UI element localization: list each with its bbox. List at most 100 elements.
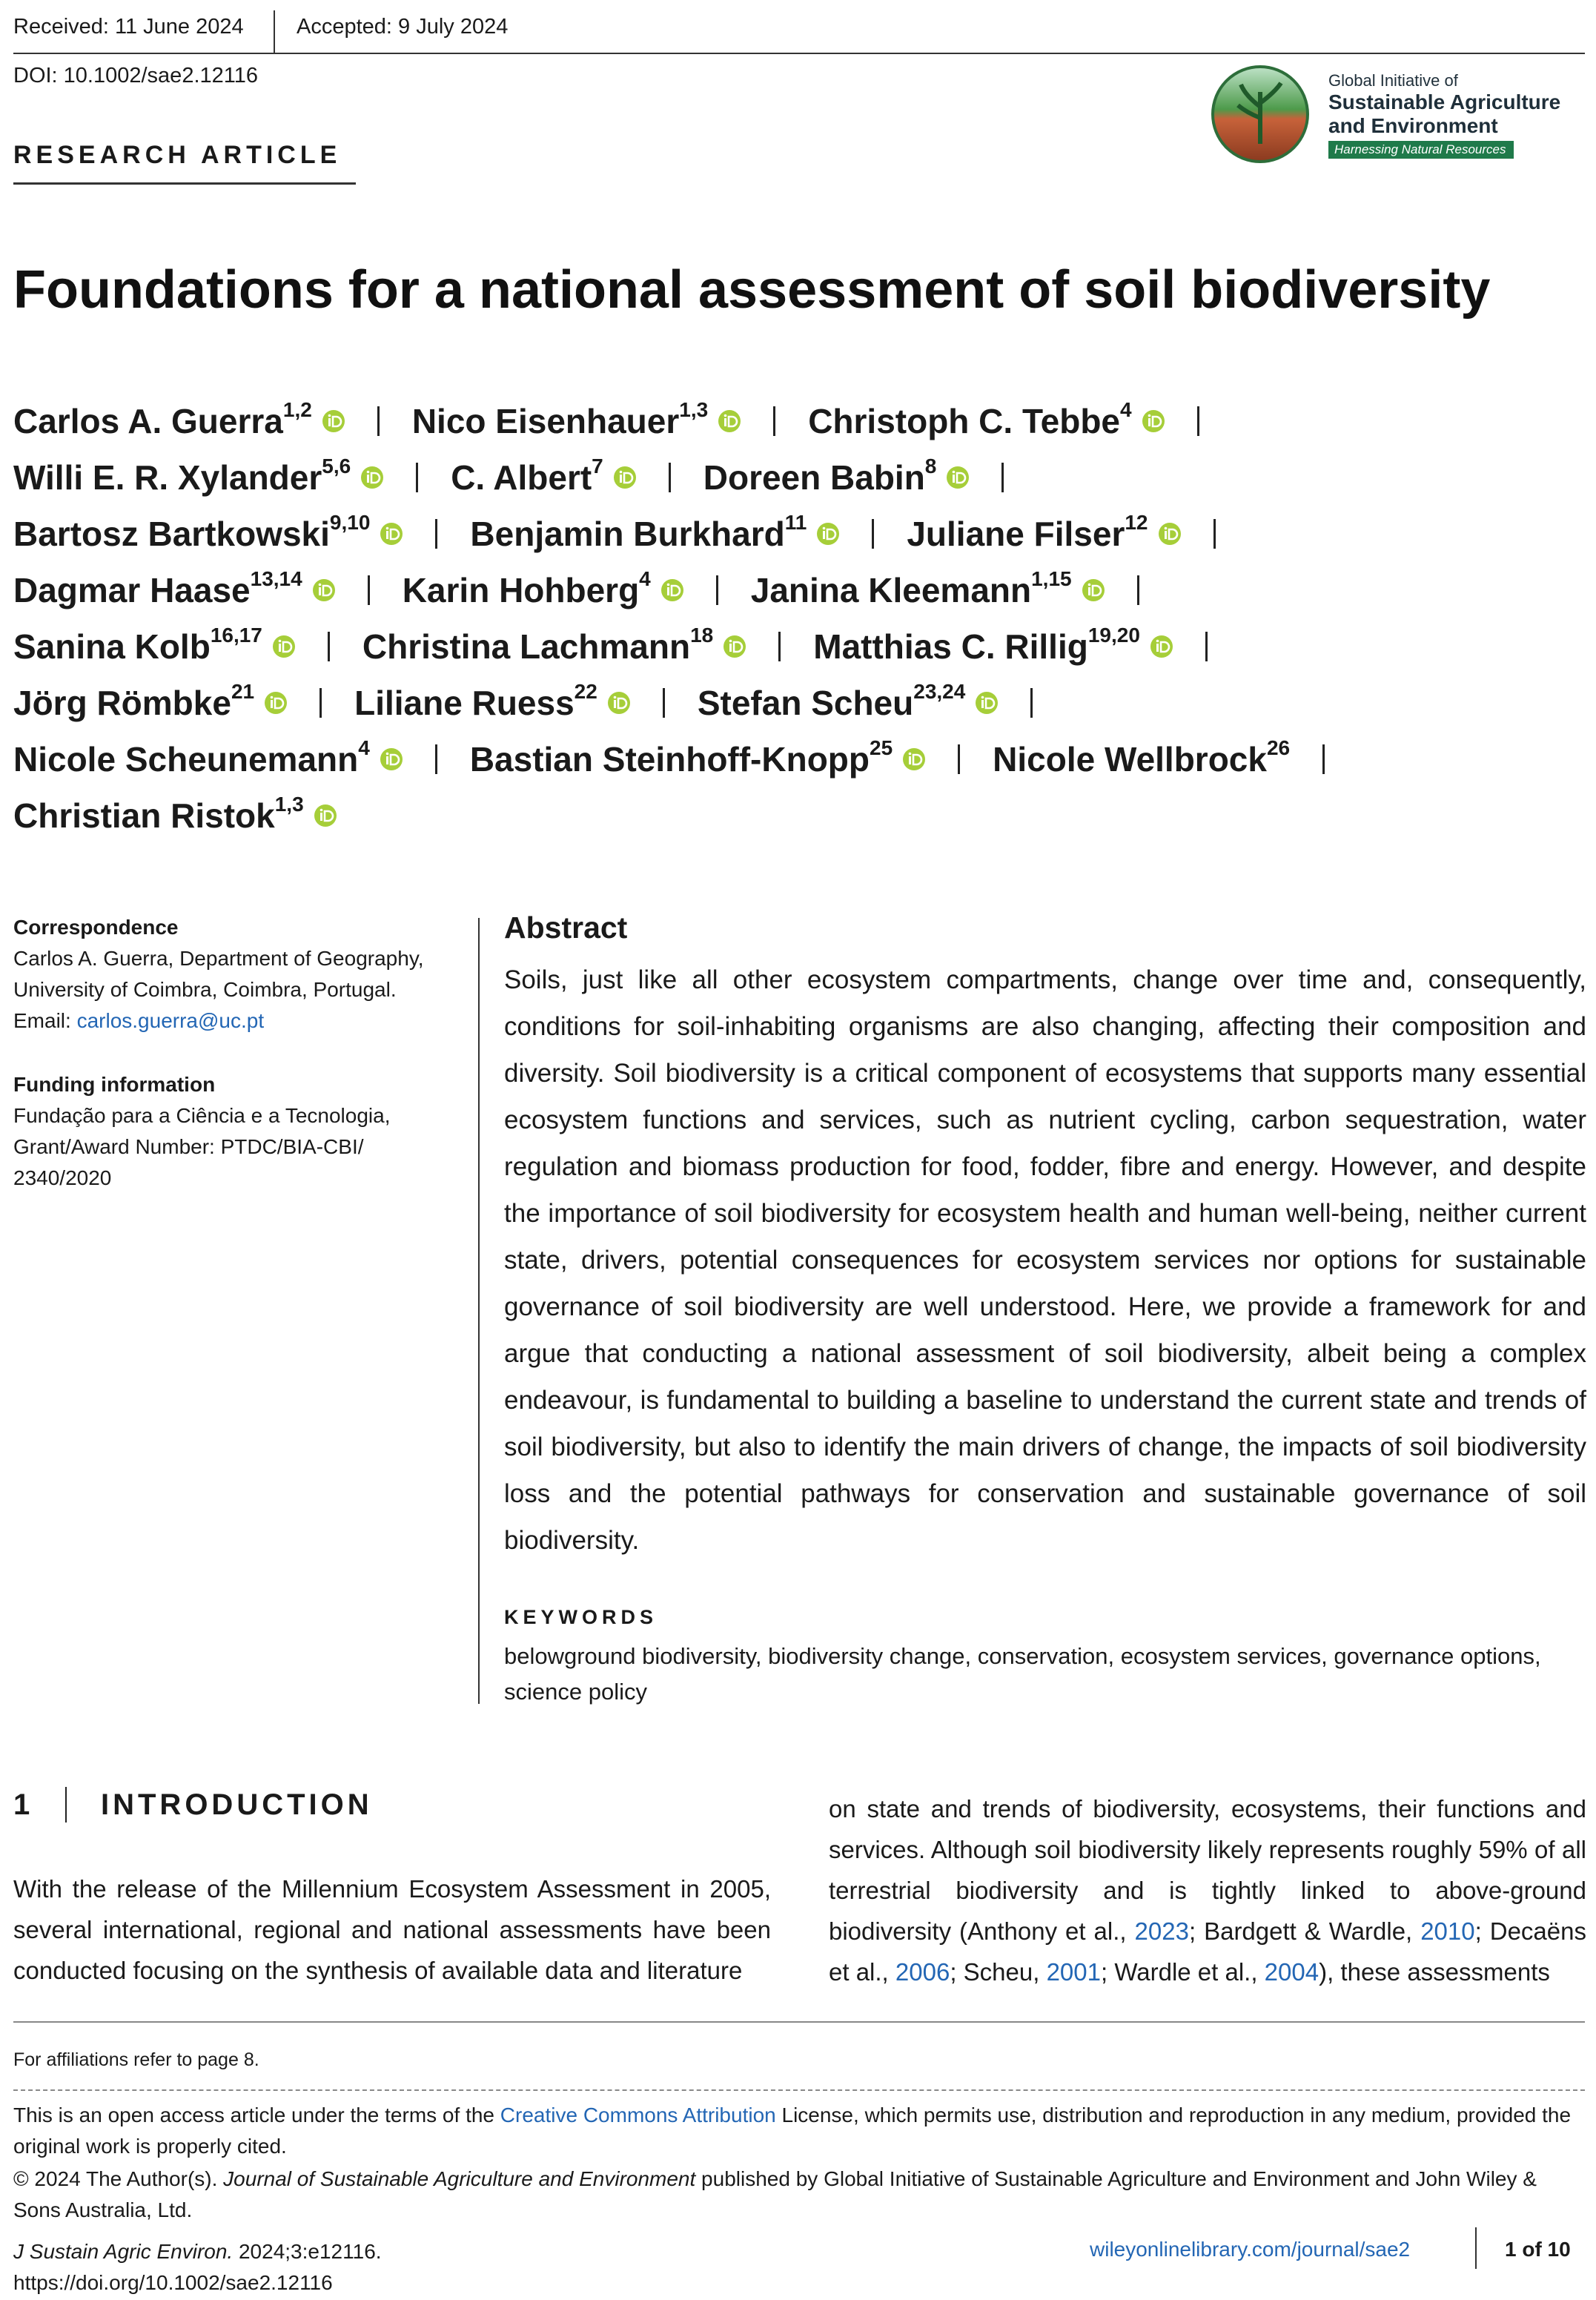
link[interactable]: 2004 [1264, 1958, 1319, 1986]
doi: DOI: 10.1002/sae2.12116 [13, 64, 258, 87]
author: Juliane Filser12 [907, 511, 1148, 554]
author-name: Matthias C. Rillig [813, 627, 1088, 666]
author: Sanina Kolb16,17 [13, 624, 262, 667]
author: Dagmar Haase13,14 [13, 566, 302, 610]
author: Carlos A. Guerra1,2 [13, 398, 312, 441]
orcid-icon[interactable] [380, 523, 403, 545]
affiliation: 7 [592, 454, 603, 477]
logo-line: Global Initiative of [1328, 71, 1458, 90]
email[interactable]: carlos.guerra@uc.pt [76, 1009, 265, 1032]
affiliation: 5,6 [322, 454, 351, 477]
separator [377, 406, 380, 436]
divider [65, 1787, 67, 1823]
link[interactable]: 2006 [895, 1958, 950, 1986]
separator [435, 519, 438, 549]
separator [715, 575, 718, 605]
affiliation: 13,14 [250, 566, 302, 590]
keywords-heading: KEYWORDS [504, 1606, 658, 1628]
separator [1030, 688, 1033, 718]
author-name: Christian Ristok [13, 796, 275, 835]
author: Stefan Scheu23,24 [697, 679, 966, 723]
orcid-icon[interactable] [817, 523, 840, 545]
orcid-icon[interactable] [607, 692, 630, 714]
rule [13, 182, 356, 185]
orcid-icon[interactable] [903, 748, 926, 770]
orcid-icon[interactable] [1142, 410, 1165, 432]
author-list: Carlos A. Guerra1,2 Nico Eisenhauer1,3 Chr… [13, 393, 1585, 844]
citation: J Sustain Agric Environ. 2024;3:e12116. … [13, 2236, 382, 2299]
link[interactable]: Creative Commons Attribution [500, 2104, 776, 2126]
orcid-icon[interactable] [272, 635, 295, 658]
text: © 2024 The Author(s). [13, 2167, 224, 2190]
author: Karin Hohberg4 [402, 567, 651, 610]
link[interactable]: 2023 [1134, 1917, 1189, 1945]
orcid-icon[interactable] [1082, 579, 1105, 601]
text: License, which permits use, distribution… [13, 2104, 1572, 2158]
author-name: Jörg Römbke [13, 684, 231, 722]
affiliation: 4 [358, 736, 370, 759]
author-name: Carlos A. Guerra [13, 402, 283, 440]
author: C. Albert7 [451, 454, 603, 498]
orcid-icon[interactable] [976, 692, 999, 714]
author: Bartosz Bartkowski9,10 [13, 511, 370, 554]
affiliation: 1,15 [1031, 566, 1072, 590]
author-name: Doreen Babin [703, 458, 925, 497]
affiliation: 25 [870, 736, 893, 759]
received: Received: 11 June 2024 [13, 15, 244, 39]
orcid-icon[interactable] [660, 579, 683, 601]
author-row: Christian Ristok1,3 [13, 787, 1585, 844]
separator [1001, 463, 1004, 492]
author: Christian Ristok1,3 [13, 793, 304, 836]
orcid-icon[interactable] [265, 692, 288, 714]
accepted: Accepted: 9 July 2024 [297, 15, 509, 39]
abstract-text: Soils, just like all other ecosystem com… [504, 965, 1586, 1555]
separator [778, 632, 781, 661]
author-name: Willi E. R. Xylander [13, 458, 322, 497]
orcid-icon[interactable] [1150, 635, 1173, 658]
author: Nicole Wellbrock26 [993, 736, 1290, 779]
text: ), these assessments [1319, 1958, 1550, 1986]
orcid-icon[interactable] [718, 410, 741, 432]
affiliations-note: For affiliations refer to page 8. [13, 2049, 259, 2070]
author: Nico Eisenhauer1,3 [411, 398, 708, 441]
funding-line: Grant/Award Number: PTDC/BIA-CBI/ [13, 1135, 364, 1158]
separator [434, 744, 437, 774]
divider [1475, 2227, 1477, 2269]
link[interactable]: 2001 [1046, 1958, 1101, 1986]
text: This is an open access article under the… [13, 2104, 500, 2126]
separator [668, 463, 671, 492]
orcid-icon[interactable] [947, 466, 970, 489]
affiliation: 18 [690, 623, 714, 647]
section-heading: INTRODUCTION [101, 1788, 373, 1821]
author-row: Dagmar Haase13,14 Karin Hohberg4 Janina Kl… [13, 562, 1585, 618]
affiliation: 4 [1120, 397, 1132, 421]
author-name: Janina Kleemann [750, 571, 1032, 609]
text: on state and trends of biodiversity, eco… [829, 1795, 1586, 1945]
orcid-icon[interactable] [724, 635, 746, 658]
separator [1322, 744, 1325, 774]
orcid-icon[interactable] [613, 466, 636, 489]
orcid-icon[interactable] [314, 804, 337, 827]
author-row: Willi E. R. Xylander5,6 C. Albert7 Doreen … [13, 449, 1585, 506]
orcid-icon[interactable] [312, 579, 335, 601]
author-name: Stefan Scheu [697, 684, 914, 722]
author: Jörg Römbke21 [13, 680, 254, 723]
logo-line: Sustainable Agriculture [1328, 90, 1561, 113]
orcid-icon[interactable] [322, 410, 345, 432]
separator [662, 688, 665, 718]
author: Christina Lachmann18 [362, 623, 714, 667]
separator [1205, 632, 1208, 661]
author: Christoph C. Tebbe4 [808, 397, 1132, 441]
orcid-icon[interactable] [1158, 523, 1181, 545]
link[interactable]: 2010 [1420, 1917, 1475, 1945]
author-name: Nico Eisenhauer [411, 402, 680, 440]
author-row: Carlos A. Guerra1,2 Nico Eisenhauer1,3 Chr… [13, 393, 1585, 449]
website[interactable]: wileyonlinelibrary.com/journal/sae2 [1090, 2238, 1411, 2261]
author-name: Sanina Kolb [13, 627, 211, 666]
affiliation: 23,24 [913, 679, 966, 703]
rule [13, 2089, 1585, 2091]
orcid-icon[interactable] [380, 748, 403, 770]
author-name: Karin Hohberg [402, 571, 640, 609]
separator [416, 463, 419, 492]
orcid-icon[interactable] [361, 466, 384, 489]
